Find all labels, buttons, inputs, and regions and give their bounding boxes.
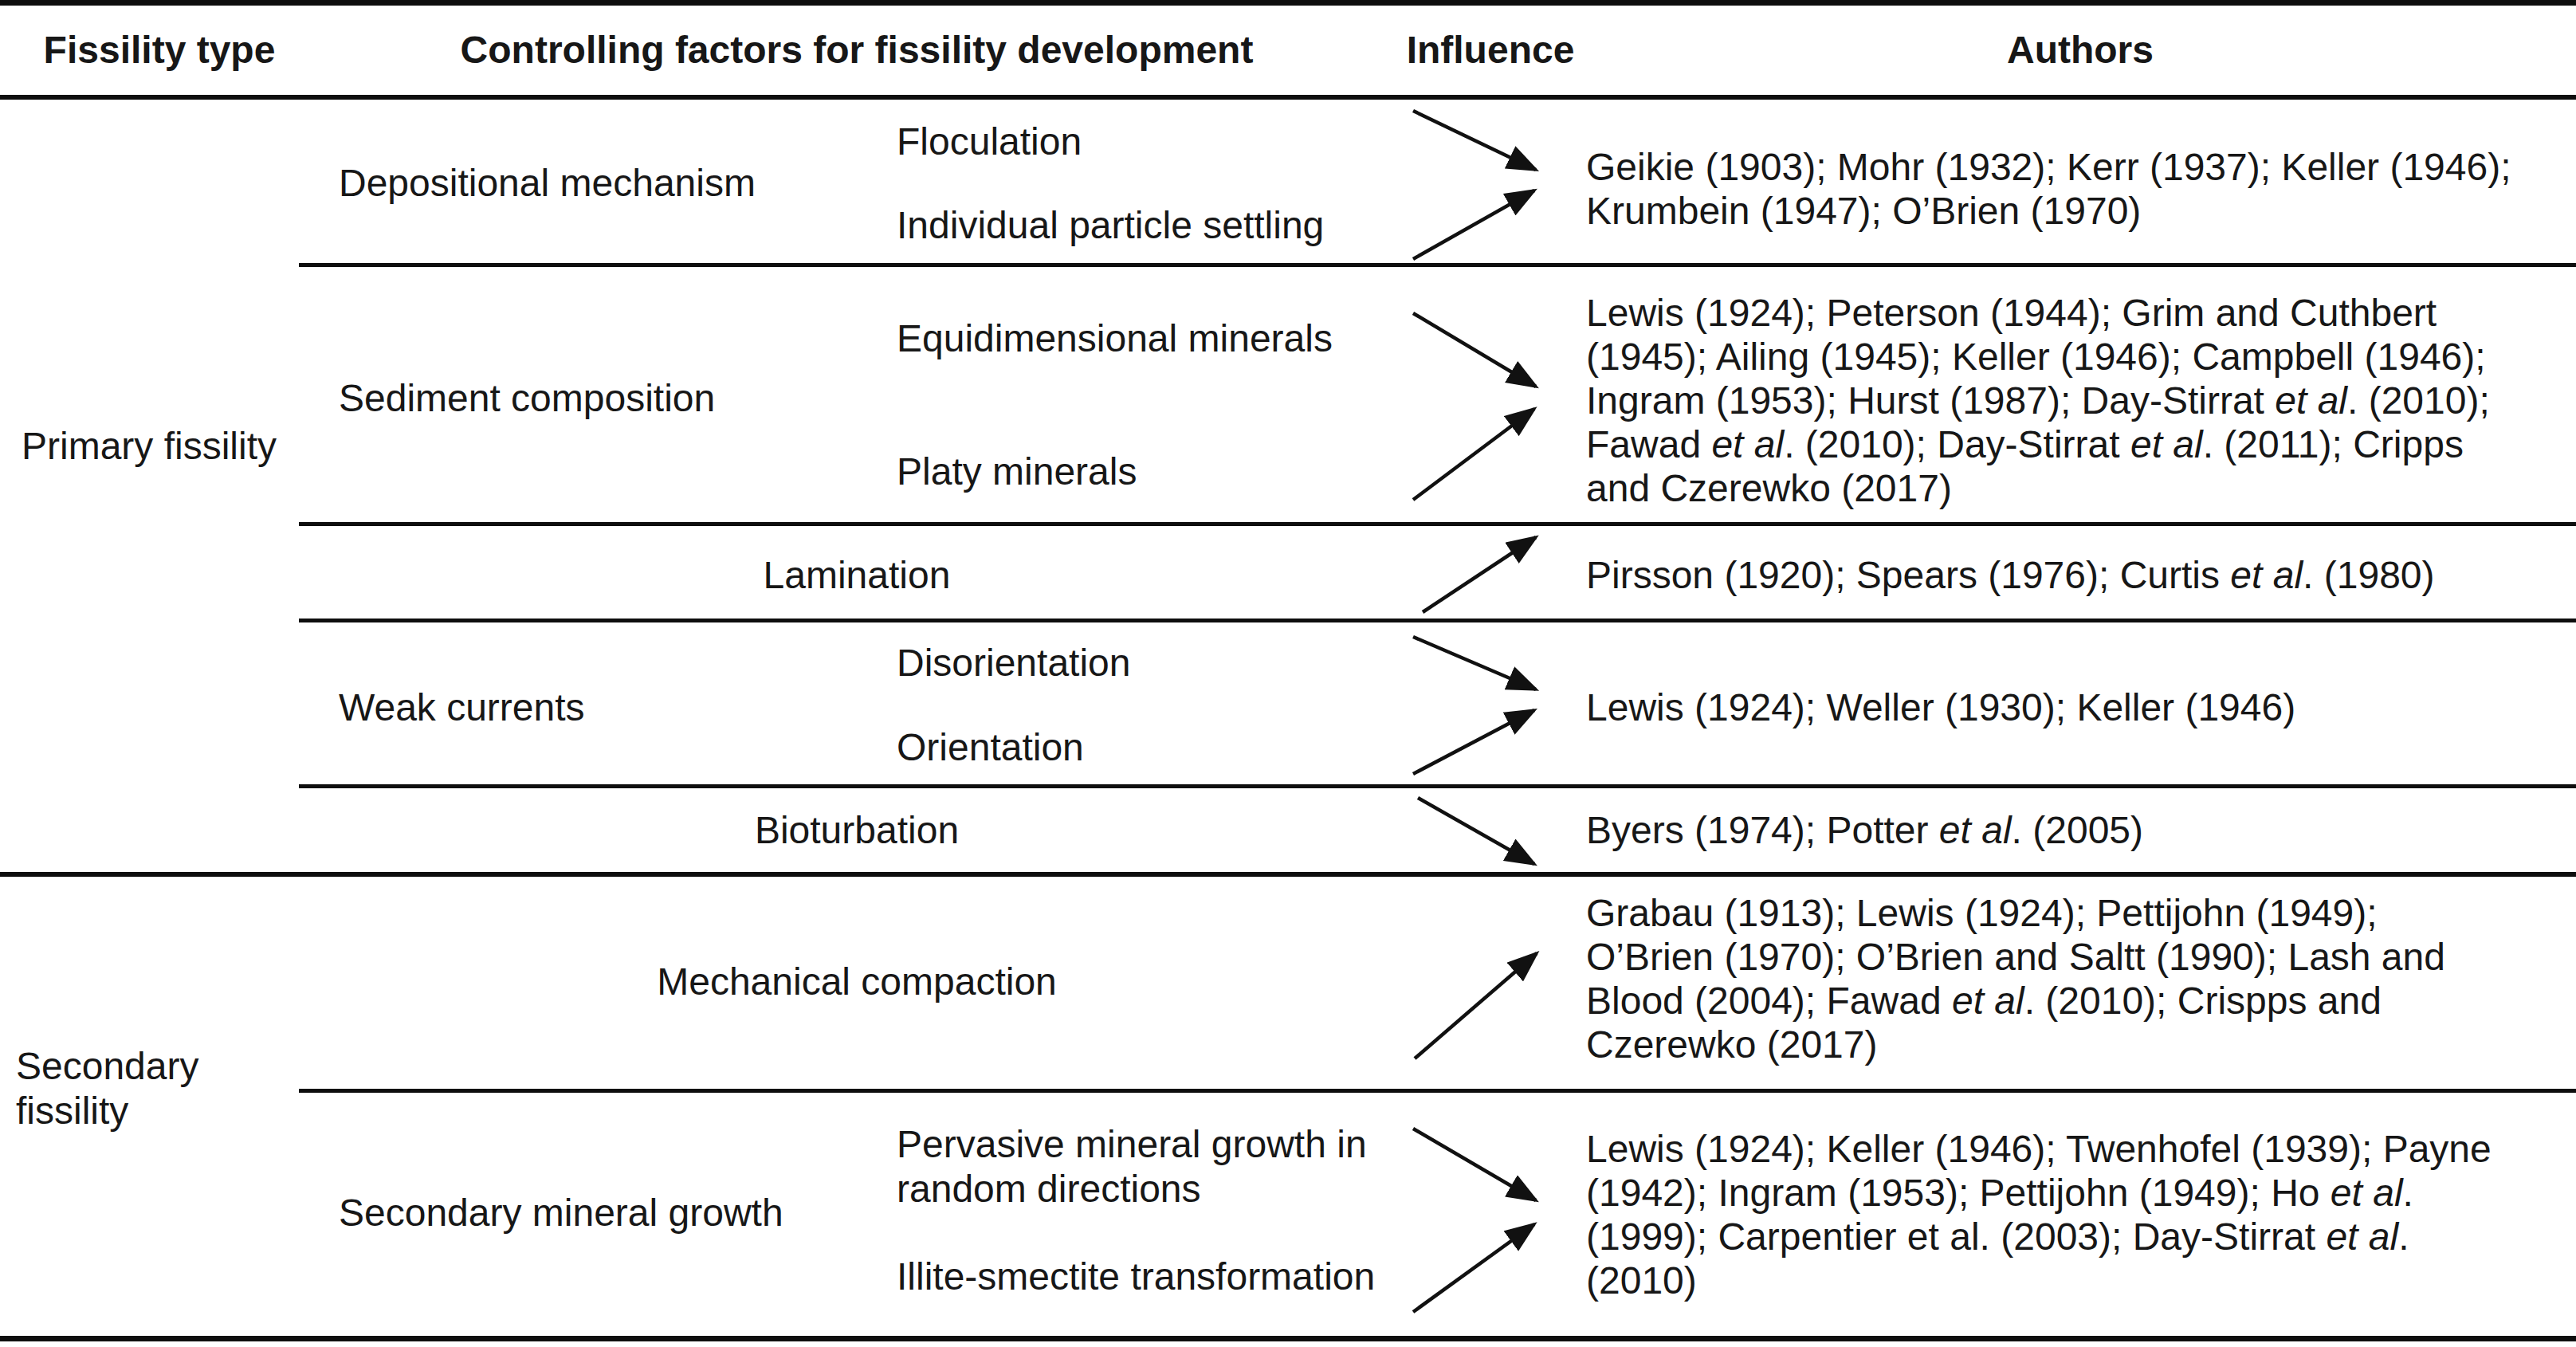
influence-up-arrow-icon [1403, 947, 1546, 1062]
subfactor-label: Pervasive mineral growth in random direc… [897, 1122, 1367, 1212]
subfactor-label: Equidimensional minerals [897, 316, 1333, 361]
authors-text: Lewis (1924); Keller (1946); Twenhofel (… [1586, 1127, 2576, 1302]
header-bottom-rule [0, 95, 2576, 100]
table-top-border [0, 0, 2576, 6]
authors-text: Lewis (1924); Peterson (1944); Grim and … [1586, 291, 2576, 510]
section-divider-rule [0, 872, 2576, 877]
subfactor-label: Platy minerals [897, 450, 1137, 494]
authors-text: Pirsson (1920); Spears (1976); Curtis et… [1586, 553, 2576, 597]
header-fissility-type: Fissility type [16, 28, 303, 73]
factor-label: Bioturbation [339, 808, 1375, 853]
header-controlling-factors: Controlling factors for fissility develo… [339, 28, 1375, 73]
subfactor-label: Orientation [897, 725, 1084, 770]
authors-text: Lewis (1924); Weller (1930); Keller (194… [1586, 685, 2576, 729]
factor-label: Lamination [339, 553, 1375, 598]
factor-label: Depositional mechanism [339, 161, 756, 206]
factor-label: Secondary mineral growth [339, 1191, 783, 1235]
header-influence: Influence [1379, 28, 1602, 73]
subfactor-label: Individual particle settling [897, 203, 1324, 248]
influence-up-arrow-icon [1407, 531, 1546, 617]
authors-text: Geikie (1903); Mohr (1932); Kerr (1937);… [1586, 145, 2576, 233]
subfactor-label: Disorientation [897, 641, 1130, 685]
factor-label: Mechanical compaction [339, 960, 1375, 1004]
authors-text: Byers (1974); Potter et al. (2005) [1586, 808, 2576, 852]
table-bottom-border [0, 1336, 2576, 1341]
row-separator-rule [299, 522, 2576, 526]
row-separator-rule [299, 619, 2576, 622]
influence-converging-arrows-icon [1399, 307, 1546, 506]
influence-converging-arrows-icon [1399, 1122, 1546, 1318]
factor-label: Weak currents [339, 685, 585, 730]
authors-text: Grabau (1913); Lewis (1924); Pettijohn (… [1586, 891, 2576, 1066]
influence-converging-arrows-icon [1399, 106, 1546, 265]
row-separator-rule [299, 1089, 2576, 1093]
subfactor-label: Floculation [897, 120, 1082, 164]
influence-down-arrow-icon [1407, 794, 1546, 870]
primary-fissility-label: Primary fissility [22, 424, 277, 469]
fissility-table-figure: { "header": { "fissility_type": "Fissili… [0, 0, 2576, 1347]
header-authors: Authors [1586, 28, 2574, 73]
factor-label: Sediment composition [339, 376, 715, 421]
subfactor-label: Illite-smectite transformation [897, 1255, 1375, 1299]
influence-converging-arrows-icon [1399, 632, 1546, 780]
secondary-fissility-label: Secondary fissility [16, 1044, 198, 1133]
row-separator-rule [299, 784, 2576, 788]
